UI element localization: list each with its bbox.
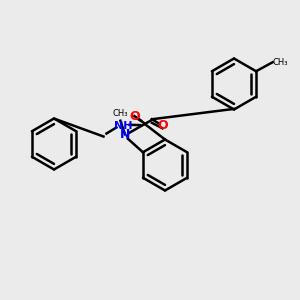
Text: CH₃: CH₃	[113, 109, 128, 118]
Text: O: O	[130, 110, 140, 124]
Text: N: N	[120, 128, 130, 141]
Text: CH₃: CH₃	[273, 58, 288, 67]
Text: NH: NH	[114, 121, 132, 131]
Text: O: O	[157, 119, 168, 132]
